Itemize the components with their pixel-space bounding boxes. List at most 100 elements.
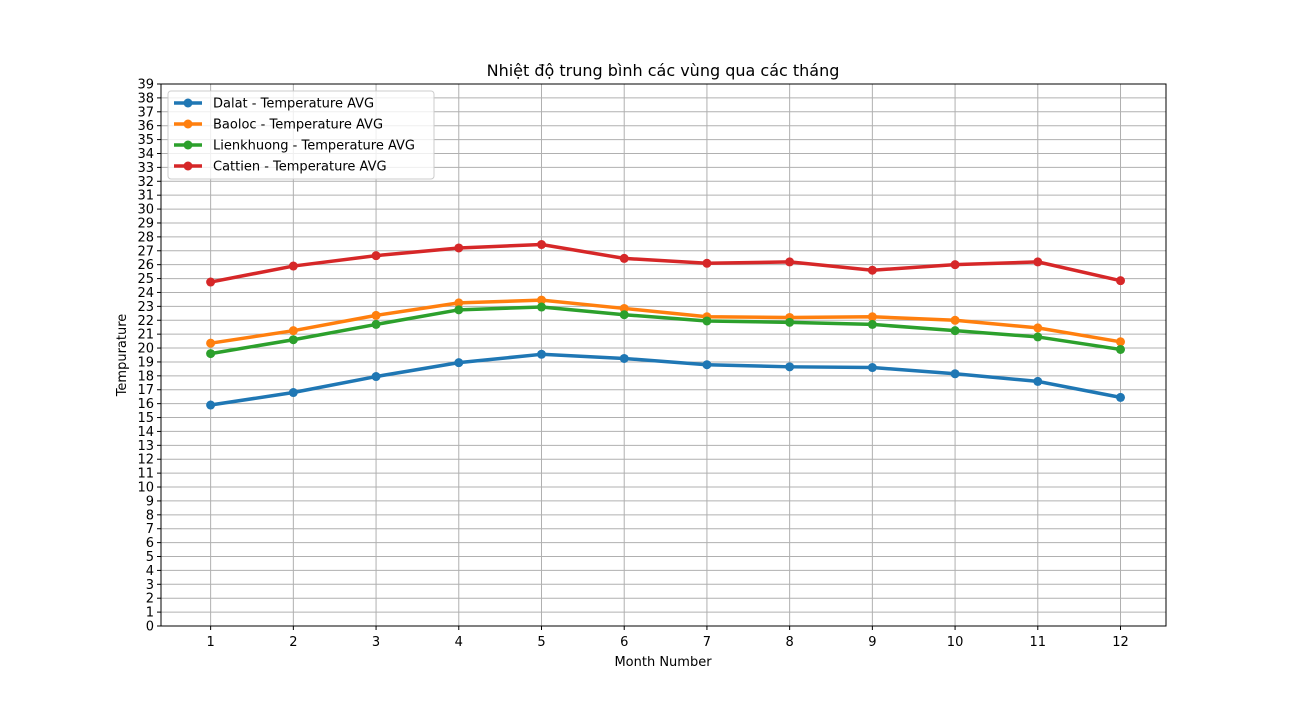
x-tick-label: 11: [1030, 635, 1047, 650]
data-point: [1033, 257, 1043, 267]
x-tick-label: 1: [206, 635, 214, 650]
data-point: [454, 298, 464, 308]
y-tick-label: 28: [137, 230, 154, 245]
series-line: [210, 305, 1121, 356]
y-tick-label: 17: [137, 383, 154, 398]
series-1: [206, 349, 1126, 410]
legend-item: Cattien - Temperature AVG: [174, 160, 387, 175]
data-point: [536, 240, 546, 250]
data-point: [371, 372, 381, 382]
x-axis-ticks: 1 2 3 4 5 6 7 8 9 10 11 12: [206, 626, 1129, 650]
y-tick-label: 20: [137, 342, 154, 357]
y-tick-label: 16: [137, 397, 154, 412]
data-point: [536, 295, 546, 305]
data-point: [536, 302, 546, 312]
legend-item: Baoloc - Temperature AVG: [174, 118, 383, 133]
data-point: [288, 335, 298, 345]
legend-label: Lienkhuong - Temperature AVG: [213, 139, 415, 154]
x-tick-label: 10: [947, 635, 964, 650]
y-tick-label: 15: [137, 411, 154, 426]
data-point: [1033, 332, 1043, 342]
y-tick-label: 36: [137, 119, 154, 134]
data-point: [785, 317, 795, 327]
data-point: [206, 400, 216, 410]
data-point: [371, 319, 381, 329]
data-point: [785, 257, 795, 267]
x-tick-label: 12: [1112, 635, 1129, 650]
y-tick-label: 38: [137, 91, 154, 106]
y-tick-label: 19: [137, 355, 154, 370]
y-tick-label: 22: [137, 314, 154, 329]
data-point: [619, 253, 629, 263]
data-point: [785, 362, 795, 372]
data-point: [1116, 344, 1126, 354]
y-tick-label: 33: [137, 161, 154, 176]
data-point: [950, 315, 960, 325]
legend-swatch-marker: [183, 140, 193, 150]
y-tick-label: 18: [137, 369, 154, 384]
data-point: [702, 258, 712, 268]
data-point: [950, 260, 960, 270]
y-tick-label: 11: [137, 467, 154, 482]
data-point: [454, 305, 464, 315]
x-axis-label: Month Number: [614, 655, 712, 670]
plot-frame: [160, 83, 1167, 627]
x-tick-label: 5: [537, 635, 545, 650]
legend-swatch-marker: [183, 98, 193, 108]
data-point: [619, 310, 629, 320]
y-axis-ticks: 0123456789101112131415161718192021222324…: [137, 78, 161, 635]
series-layer: [206, 240, 1126, 410]
x-tick-label: 9: [868, 635, 876, 650]
y-tick-label: 13: [137, 439, 154, 454]
data-point: [702, 316, 712, 326]
y-tick-label: 27: [137, 244, 154, 259]
y-tick-label: 10: [137, 481, 154, 496]
y-tick-label: 24: [137, 286, 154, 301]
y-tick-label: 3: [146, 578, 154, 593]
y-tick-label: 30: [137, 203, 154, 218]
legend-label: Cattien - Temperature AVG: [213, 160, 387, 175]
legend: Dalat - Temperature AVG Baoloc - Temperat…: [167, 90, 435, 180]
data-point: [206, 277, 216, 287]
data-point: [950, 326, 960, 336]
data-point: [288, 388, 298, 398]
y-tick-label: 8: [146, 508, 154, 523]
legend-swatch-marker: [183, 161, 193, 171]
x-tick-label: 2: [289, 635, 297, 650]
data-point: [867, 319, 877, 329]
data-point: [867, 312, 877, 322]
data-point: [371, 310, 381, 320]
series-4: [206, 240, 1126, 287]
legend-box: [167, 90, 435, 180]
data-point: [536, 349, 546, 359]
y-tick-label: 29: [137, 216, 154, 231]
data-point: [1033, 323, 1043, 333]
chart-title: Nhiệt độ trung bình các vùng qua các thá…: [487, 61, 840, 80]
data-point: [371, 251, 381, 261]
y-tick-label: 7: [146, 522, 154, 537]
x-tick-label: 8: [786, 635, 794, 650]
y-tick-label: 21: [137, 328, 154, 343]
legend-item: Dalat - Temperature AVG: [174, 97, 374, 112]
y-axis-label: Tempurature: [115, 314, 130, 398]
y-tick-label: 1: [146, 606, 154, 621]
y-tick-label: 23: [137, 300, 154, 315]
data-point: [454, 358, 464, 368]
series-line: [210, 242, 1121, 284]
y-tick-label: 31: [137, 189, 154, 204]
x-tick-label: 4: [455, 635, 463, 650]
series-line: [210, 352, 1121, 407]
y-tick-label: 2: [146, 592, 154, 607]
x-tick-label: 7: [703, 635, 711, 650]
x-tick-label: 6: [620, 635, 628, 650]
data-point: [1116, 337, 1126, 347]
data-point: [206, 338, 216, 348]
y-tick-label: 4: [146, 564, 154, 579]
data-point: [867, 363, 877, 373]
y-tick-label: 5: [146, 550, 154, 565]
legend-label: Baoloc - Temperature AVG: [213, 118, 383, 133]
data-point: [454, 243, 464, 253]
y-tick-label: 34: [137, 147, 154, 162]
y-tick-label: 26: [137, 258, 154, 273]
data-point: [950, 369, 960, 379]
